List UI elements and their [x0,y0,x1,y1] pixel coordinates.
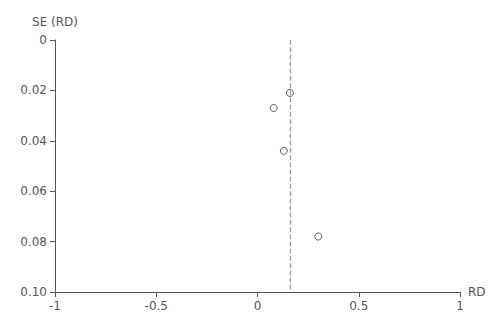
svg-text:0.10: 0.10 [20,285,47,299]
svg-text:1: 1 [456,299,464,313]
svg-text:0.08: 0.08 [20,235,47,249]
svg-text:RD: RD [468,285,486,299]
svg-text:-0.5: -0.5 [145,299,168,313]
svg-text:-1: -1 [49,299,61,313]
svg-text:0.5: 0.5 [349,299,368,313]
svg-text:0: 0 [254,299,262,313]
svg-text:0: 0 [39,33,47,47]
svg-text:SE (RD): SE (RD) [32,15,78,29]
svg-text:0.04: 0.04 [20,134,47,148]
svg-text:0.06: 0.06 [20,184,47,198]
svg-text:0.02: 0.02 [20,83,47,97]
